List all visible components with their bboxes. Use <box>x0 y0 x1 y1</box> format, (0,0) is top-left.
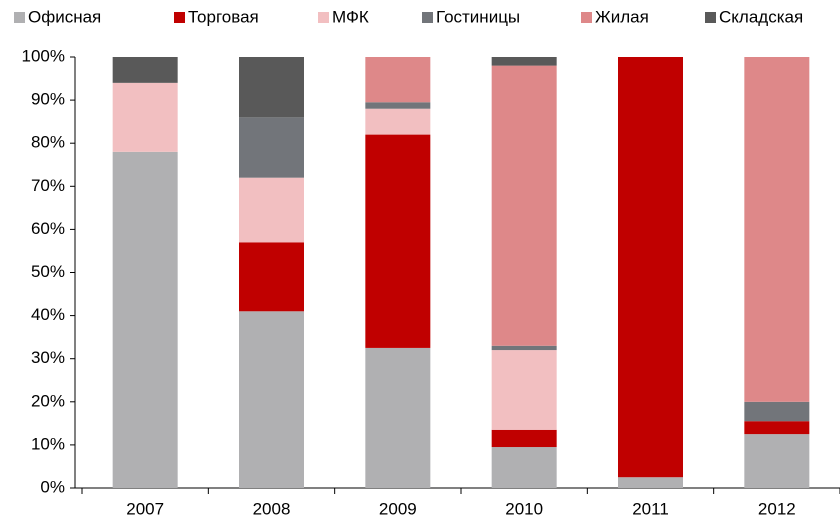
bar-segment <box>744 434 810 488</box>
legend-label: Складская <box>719 7 803 26</box>
legend-swatch <box>581 12 592 23</box>
bar-segment <box>365 108 431 135</box>
y-tick-label: 60% <box>31 219 65 238</box>
legend-swatch <box>174 12 185 23</box>
bar-segment <box>491 345 557 351</box>
bar-segment <box>491 447 557 488</box>
legend-swatch <box>422 12 433 23</box>
legend-swatch <box>14 12 25 23</box>
y-tick-label: 10% <box>31 434 65 453</box>
y-tick-label: 50% <box>31 262 65 281</box>
y-tick-label: 90% <box>31 90 65 109</box>
bar-segment <box>239 242 304 312</box>
bar-segment <box>744 401 810 422</box>
legend-label: МФК <box>332 7 369 26</box>
x-tick-label: 2010 <box>505 499 543 518</box>
bar-segment <box>491 65 557 346</box>
bar-segment <box>618 57 683 478</box>
y-tick-label: 80% <box>31 133 65 152</box>
bar-segment <box>744 57 810 402</box>
x-tick-label: 2012 <box>758 499 796 518</box>
legend-label: Торговая <box>188 7 259 26</box>
x-tick-label: 2008 <box>253 499 291 518</box>
bar-segment <box>491 57 557 66</box>
legend-swatch <box>318 12 329 23</box>
legend-label: Офисная <box>28 7 101 26</box>
bar-segment <box>112 82 178 152</box>
bar-segment <box>112 57 178 83</box>
legend-swatch <box>705 12 716 23</box>
bar-segment <box>112 151 178 488</box>
bar-segment <box>239 117 304 178</box>
bar-segment <box>365 57 431 103</box>
bar-segment <box>744 421 810 435</box>
bar-segment <box>491 350 557 430</box>
x-tick-label: 2011 <box>632 499 669 518</box>
y-tick-label: 0% <box>40 477 65 496</box>
bar-segment <box>239 57 304 118</box>
bar-segment <box>618 477 683 488</box>
y-tick-label: 40% <box>31 305 65 324</box>
x-tick-label: 2007 <box>126 499 164 518</box>
x-tick-label: 2009 <box>379 499 417 518</box>
bar-segment <box>365 134 431 348</box>
y-tick-label: 100% <box>22 46 65 65</box>
y-tick-label: 70% <box>31 176 65 195</box>
bar-segment <box>491 429 557 448</box>
y-tick-label: 20% <box>31 391 65 410</box>
bar-segment <box>365 102 431 109</box>
bar-segment <box>239 311 304 488</box>
bar-segment <box>239 177 304 243</box>
bar-segment <box>365 347 431 488</box>
legend-label: Гостиницы <box>436 7 520 26</box>
legend-label: Жилая <box>595 7 649 26</box>
y-tick-label: 30% <box>31 348 65 367</box>
